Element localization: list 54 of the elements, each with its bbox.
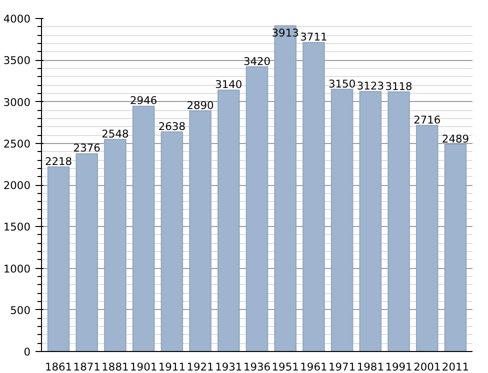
bar [189,110,212,352]
data-label: 3711 [300,30,328,44]
bar [218,90,240,352]
x-tick-label: 1951 [272,360,299,373]
bar [160,131,184,352]
data-label: 2638 [158,120,186,133]
data-label: 3123 [356,80,384,93]
bar [76,153,98,352]
y-tick-label: 1000 [3,262,31,276]
data-label: 3118 [385,80,413,93]
y-tick-label: 500 [10,304,31,317]
bar [330,88,354,352]
x-tick-label: 1981 [356,360,384,373]
data-label: 3140 [215,78,242,92]
bar [246,66,268,352]
bar [274,25,296,352]
y-tick-label: 4000 [3,12,31,26]
x-tick-label: 1871 [73,360,100,373]
x-tick-label: 1861 [44,360,72,373]
x-tick-label: 1971 [328,360,356,373]
bar [359,91,382,352]
x-tick-label: 2001 [414,360,441,373]
x-tick-label: 1936 [243,360,271,373]
data-label: 2716 [414,113,441,126]
y-tick-label: 2000 [3,179,31,192]
x-tick-label: 1931 [215,360,242,373]
data-label: 3913 [272,26,299,40]
x-tick-label: 1921 [186,360,214,373]
data-label: 2218 [44,154,72,168]
bar [302,42,325,352]
data-label: 2890 [186,98,214,112]
bar [47,166,70,352]
x-tick-label: 1901 [130,360,158,373]
bar [104,138,126,352]
x-tick-label: 1911 [158,360,186,373]
x-tick-label: 2011 [442,360,470,373]
data-label: 2376 [73,142,101,155]
data-label: 3420 [243,54,271,68]
y-tick-label: 0 [24,346,31,358]
data-label: 3150 [328,77,356,90]
x-tick-label: 1991 [385,360,412,373]
x-tick-label: 1961 [300,360,328,373]
x-tick-label: 1881 [102,360,129,373]
bar [444,144,467,352]
y-tick-label: 3000 [3,96,31,109]
bar [388,91,410,352]
bar [416,124,438,352]
y-tick-label: 2500 [3,137,31,150]
data-label: 2548 [102,127,130,140]
y-tick-label: 3500 [3,54,31,68]
data-label: 2489 [442,132,470,146]
data-label: 2946 [130,94,158,108]
y-tick-label: 1500 [3,220,31,234]
bar [132,106,155,352]
